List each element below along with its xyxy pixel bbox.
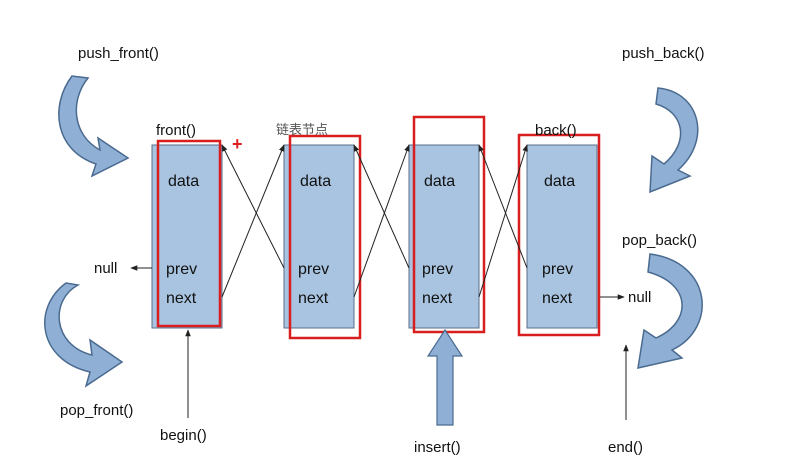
pop-back-arrow <box>637 253 703 369</box>
pop-back-label: pop_back() <box>622 232 697 249</box>
push-back-arrow <box>649 87 699 194</box>
node-1-prev: prev <box>166 261 197 278</box>
node-3-prev: prev <box>422 261 453 278</box>
node-4-next: next <box>542 290 573 307</box>
front-label: front() <box>156 122 196 139</box>
null-right-label: null <box>628 289 651 306</box>
plus-sign: + <box>232 134 243 154</box>
node-4-prev: prev <box>542 261 573 278</box>
node-2-data: data <box>300 173 331 190</box>
node-3-box <box>408 144 480 329</box>
node-4-box <box>526 144 598 329</box>
highlight-frame-2 <box>288 134 362 340</box>
link-1-next <box>221 144 285 298</box>
push-front-arrow <box>58 75 130 178</box>
link-3-prev <box>353 144 410 269</box>
end-label: end() <box>608 439 643 456</box>
highlight-frame-4 <box>517 133 601 337</box>
node-1-next: next <box>166 290 197 307</box>
link-4-prev <box>478 144 528 269</box>
highlight-frame-1 <box>156 139 222 328</box>
list-node-label: 链表节点 <box>276 123 328 138</box>
node-4-data: data <box>544 173 575 190</box>
begin-label: begin() <box>160 427 207 444</box>
link-2-next <box>353 144 410 298</box>
highlight-frame-3 <box>412 115 486 334</box>
push-back-label: push_back() <box>622 45 705 62</box>
node-2-prev: prev <box>298 261 329 278</box>
node-2-box <box>283 144 355 329</box>
pop-front-label: pop_front() <box>60 402 133 419</box>
insert-label: insert() <box>414 439 461 456</box>
link-2-prev <box>221 144 285 269</box>
push-front-label: push_front() <box>78 45 159 62</box>
link-3-next <box>478 144 528 298</box>
node-2-next: next <box>298 290 329 307</box>
node-3-next: next <box>422 290 453 307</box>
pop-front-arrow <box>44 282 124 388</box>
node-1-box <box>151 144 223 329</box>
node-3-data: data <box>424 173 455 190</box>
null-left-label: null <box>94 260 117 277</box>
back-label: back() <box>535 122 577 139</box>
insert-arrow <box>426 328 464 426</box>
node-1-data: data <box>168 173 199 190</box>
